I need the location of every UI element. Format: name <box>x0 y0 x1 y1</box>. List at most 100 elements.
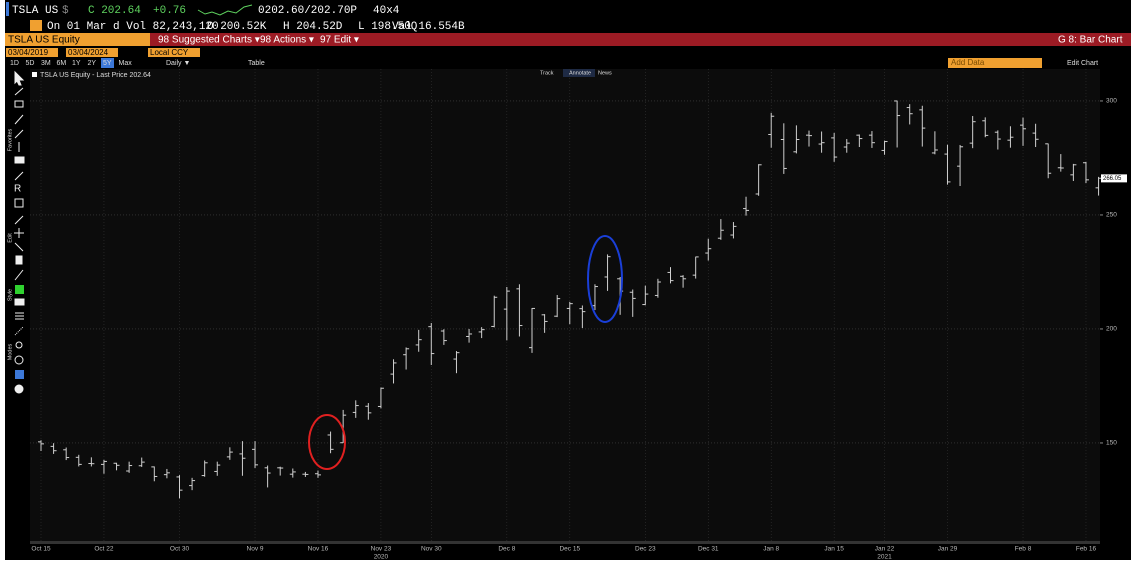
period[interactable]: 5D <box>26 60 35 67</box>
tool-fib[interactable] <box>14 171 24 181</box>
tool-ray[interactable] <box>14 129 24 139</box>
x-tick-label: Nov 9 <box>247 546 264 553</box>
badge <box>30 20 42 31</box>
value: Val 16.554B <box>392 21 465 33</box>
chart-tool[interactable]: News <box>598 70 612 76</box>
change: +0.76 <box>153 5 186 17</box>
plot-area <box>30 69 1100 541</box>
currency-select[interactable]: Local CCY <box>150 48 189 57</box>
menu-actions[interactable]: 98 Actions ▾ <box>260 35 314 46</box>
panel-label: Style <box>7 289 13 301</box>
security-tab[interactable] <box>5 33 150 46</box>
last-price-label: 266.05 <box>1103 176 1122 182</box>
bid-ask: 0202.60/202.70P <box>258 5 357 17</box>
tool-color[interactable] <box>15 285 24 294</box>
x-tick-label: Jan 29 <box>938 546 958 553</box>
x-tick-label: Oct 30 <box>170 546 190 553</box>
panel-labels: Favorites Edit Style Modes <box>7 128 13 360</box>
period-bar: 1D 5D 3M 6M 1Y 2Y 5Y Max <box>10 58 132 68</box>
start-date[interactable]: 03/04/2019 <box>8 48 49 57</box>
frequency[interactable]: Daily ▼ <box>166 60 190 67</box>
menu-edit[interactable]: 97 Edit ▾ <box>320 35 359 46</box>
tool-delete[interactable] <box>15 255 23 265</box>
tool-cycle[interactable] <box>14 355 24 365</box>
x-tick-label: Feb 8 <box>1015 546 1032 553</box>
ticker: TSLA US <box>12 5 59 17</box>
edit-chart[interactable]: Edit Chart <box>1067 60 1098 67</box>
tool-settings[interactable] <box>14 384 24 394</box>
y-tick-label: 250 <box>1106 212 1117 219</box>
end-field[interactable] <box>66 48 118 57</box>
legend-swatch <box>32 72 37 77</box>
menu-suggested[interactable]: 98 Suggested Charts ▾ <box>158 35 260 46</box>
x-tick-label: Dec 15 <box>559 546 580 553</box>
date-vol: On 01 Mar d Vol 82,243,120 <box>47 21 219 33</box>
start-field[interactable] <box>6 48 58 57</box>
x-tick-label: Jan 8 <box>763 546 779 553</box>
tool-selected <box>563 69 595 77</box>
end-date[interactable]: 03/04/2024 <box>68 48 109 57</box>
period[interactable]: 1D <box>10 60 19 67</box>
add-data[interactable]: Add Data <box>951 58 985 67</box>
year-label: 2020 <box>374 554 389 561</box>
tool-pen[interactable] <box>14 215 24 225</box>
x-tick-label: Dec 23 <box>635 546 656 553</box>
add-data-field[interactable] <box>948 58 1042 68</box>
high: H 204.52D <box>283 21 343 33</box>
legend: TSLA US Equity - Last Price 202.64 <box>40 72 151 79</box>
tool-box[interactable] <box>14 198 24 208</box>
year-label: 2021 <box>877 554 892 561</box>
chart-name: G 8: Bar Chart <box>1058 35 1123 46</box>
panel-label: Favorites <box>7 128 13 151</box>
tool-channel[interactable] <box>14 156 25 164</box>
panel-label: Modes <box>7 343 13 360</box>
y-tick-label: 200 <box>1106 326 1117 333</box>
tool-r[interactable]: R <box>14 184 21 195</box>
currency: $ <box>62 5 69 17</box>
y-tick-label: 150 <box>1106 440 1117 447</box>
tool-range[interactable] <box>14 100 24 108</box>
period[interactable]: 5Y <box>103 60 112 67</box>
low: L 198.50Q <box>358 21 418 33</box>
tool-move[interactable] <box>14 228 24 238</box>
panel-label: Edit <box>7 233 13 243</box>
last-price: C 202.64 <box>88 5 141 17</box>
tool-line[interactable] <box>14 87 24 96</box>
table[interactable]: Table <box>248 60 265 67</box>
chart-tool[interactable]: Annotate <box>569 70 591 76</box>
tool-magnet[interactable] <box>15 341 23 349</box>
last-price-box <box>1101 174 1127 183</box>
tool-weight[interactable] <box>15 312 24 320</box>
currency-field[interactable] <box>148 48 200 57</box>
tool-palette[interactable] <box>15 370 24 379</box>
x-tick-label: Oct 15 <box>31 546 51 553</box>
x-tick-label: Nov 30 <box>421 546 442 553</box>
period-selected <box>101 58 114 68</box>
period[interactable]: 2Y <box>88 60 97 67</box>
period[interactable]: Max <box>119 60 133 67</box>
period[interactable]: 3M <box>41 60 51 67</box>
x-tick-label: Dec 31 <box>698 546 719 553</box>
x-tick-label: Nov 23 <box>371 546 392 553</box>
tool-fill[interactable] <box>14 298 25 306</box>
period[interactable]: 6M <box>57 60 67 67</box>
price-axis <box>1100 69 1131 541</box>
annotation-circle <box>308 414 346 470</box>
security[interactable]: TSLA US Equity <box>8 35 80 46</box>
tool-text[interactable] <box>14 269 24 281</box>
tool-trend[interactable] <box>14 114 24 125</box>
toolbar: R <box>14 70 25 394</box>
tool-pointer[interactable] <box>14 70 25 86</box>
menu-bar <box>5 33 1131 46</box>
period[interactable]: 1Y <box>72 60 81 67</box>
chart-tool[interactable]: Track <box>540 70 554 76</box>
x-tick-label: Jan 15 <box>824 546 844 553</box>
x-tick-label: Feb 16 <box>1076 546 1097 553</box>
time-strip <box>30 541 1100 544</box>
tool-select[interactable] <box>14 242 24 252</box>
size: 40x4 <box>373 5 400 17</box>
x-tick-label: Oct 22 <box>94 546 114 553</box>
x-tick-label: Dec 8 <box>498 546 515 553</box>
annotation-circle <box>587 235 623 323</box>
